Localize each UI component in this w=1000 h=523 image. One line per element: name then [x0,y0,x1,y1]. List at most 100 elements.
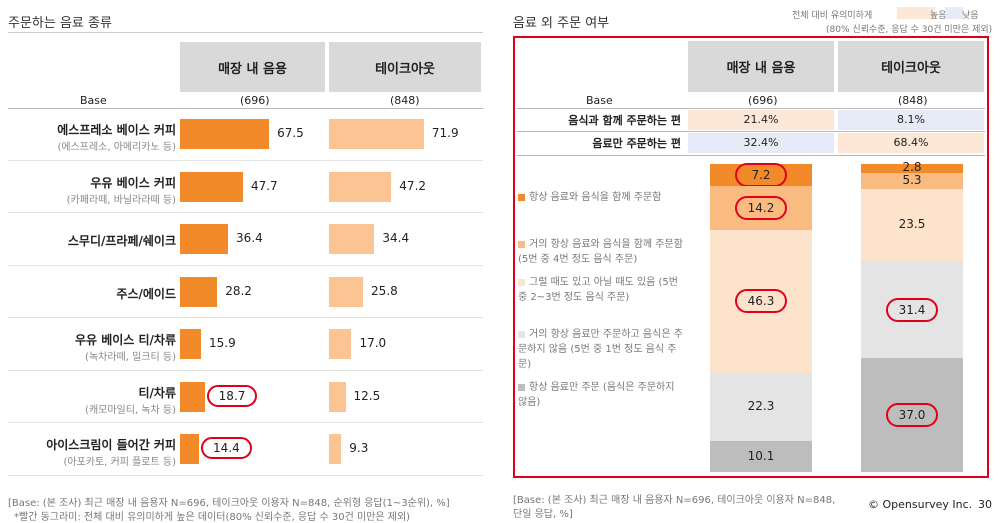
row-divider [8,369,483,371]
stack-value-label: 7.2 [735,163,787,188]
left-base-label: Base [80,94,107,107]
summary-drink-instore: 32.4% [688,133,834,153]
value-label-takeout: 34.4 [382,231,410,246]
row-divider [8,422,483,423]
bar-instore [180,224,229,255]
right-note-base: [Base: (본 조사) 최근 매장 내 음용자 N=696, 테이크아웃 이… [513,495,836,520]
row-divider [8,264,483,266]
left-bar-chart: 에스프레소 베이스 커피 (에스프레소, 아메리카노 등) 67.5 71.9 우유 베… [0,108,490,478]
category-sublabel: (녹차라떼, 밀크티 등) [85,352,176,363]
right-base-instore: (696) [748,94,778,107]
category-sublabel: (에스프레소, 아메리카노 등) [57,142,176,153]
legend-high-label: 높음 [930,11,947,21]
category-row: 우유 베이스 커피 (카페라떼, 바닐라라떼 등) 47.7 47.2 [0,161,490,213]
category-label: 우유 베이스 커피 [90,175,176,190]
bar-takeout [329,224,375,255]
summary-label-food: 음식과 함께 주문하는 편 [568,114,681,127]
row-divider [8,474,483,476]
summary-divider-1 [517,131,985,132]
category-label: 티/차류 [138,385,176,400]
stack-segment [861,172,963,189]
bar-takeout [329,119,424,150]
bar-takeout [329,329,352,360]
value-label-takeout: 17.0 [359,336,387,351]
left-base-divider [8,108,483,109]
stack-segment [861,188,963,262]
right-col-header-instore: 매장 내 음용 [688,41,834,92]
value-label-instore: 15.9 [208,336,236,351]
legend-swatch-sometimes [518,278,525,286]
left-section-title: 주문하는 음료 종류 [8,16,112,31]
left-title-divider [8,32,483,33]
stack-value-label: 37.0 [886,403,938,428]
right-base-takeout: (848) [898,94,928,107]
left-base-instore: (696) [240,94,270,107]
bar-instore [180,381,205,412]
legend-low-label: 낮음 [962,11,979,21]
right-stacked-chart: 7.2 14.2 46.3 22.3 10.1 2.8 5.3 23.5 31.4 37.0 [700,160,980,474]
category-row: 아이스크림이 들어간 커피 (아포카토, 커피 플로트 등) 14.4 9.3 [0,423,490,476]
bar-instore [180,276,218,307]
legend-high-swatch [897,7,935,19]
left-note-circle: *빨간 동그라미: 전체 대비 유의미하게 높은 데이터(80% 신뢰수준, 응… [14,512,411,523]
row-divider [8,212,483,213]
legend-swatch-mostly-food [518,240,525,248]
stack-value-label: 14.2 [735,196,787,221]
summary-label-drink: 음료만 주문하는 편 [592,137,681,150]
legend-swatch-always-drink [518,383,525,391]
category-label: 에스프레소 베이스 커피 [57,123,176,137]
right-base-label: Base [586,94,613,107]
bar-takeout [329,276,364,307]
summary-food-takeout: 8.1% [838,110,984,130]
category-sublabel: (카페라떼, 바닐라라떼 등) [66,194,176,206]
bar-instore [180,171,243,202]
left-col-header-takeout: 테이크아웃 [329,42,481,92]
bar-instore [180,329,201,360]
stack-legend-item: 항상 음료만 주문 (음식은 주문하지 않음) [518,382,675,408]
category-row: 에스프레소 베이스 커피 (에스프레소, 아메리카노 등) 67.5 71.9 [0,108,490,161]
category-label: 주스/에이드 [116,286,176,301]
left-note-base: [Base: (본 조사) 최근 매장 내 음용자 N=696, 테이크아웃 이… [8,498,450,509]
stack-value-label: 23.5 [898,217,926,232]
stack-legend-item: 항상 음료와 음식을 함께 주문함 [518,190,683,205]
stack-segment [861,358,963,472]
highlight-frame [513,36,989,478]
category-row: 티/차류 (캐모마일티, 녹차 등) 18.7 12.5 [0,371,490,423]
right-base-divider [517,108,985,109]
legend-caption: 전체 대비 유의미하게 [792,11,873,21]
summary-drink-takeout: 68.4% [838,133,984,153]
legend-swatch-always-food [518,193,525,201]
legend-low-swatch [945,7,963,19]
legend-swatch-mostly-drink [518,330,525,338]
stack-value-label: 10.1 [747,448,775,463]
stack-segment [710,229,812,373]
summary-row-food: 음식과 함께 주문하는 편 21.4% 8.1% [517,110,985,130]
stack-legend-item: 거의 항상 음료와 음식을 함께 주문함 (5번 중 4번 정도 음식 주문) [518,239,683,265]
stack-legend-item: 그럴 때도 있고 아닐 때도 있음 (5번 중 2~3번 정도 음식 주문) [518,277,678,303]
value-label-instore: 28.2 [225,283,252,298]
value-label-instore: 18.7 [206,384,258,407]
value-label-instore: 36.4 [236,231,263,246]
category-sublabel: (캐모마일티, 녹차 등) [85,404,176,416]
row-divider [8,317,483,318]
value-label-takeout: 12.5 [353,388,381,403]
value-label-takeout: 71.9 [431,126,459,141]
stack-segment [710,441,812,473]
stack-value-label: 5.3 [902,172,922,187]
category-row: 주스/에이드 28.2 25.8 [0,266,490,318]
bar-takeout [329,434,342,465]
category-row: 스무디/프라페/쉐이크 36.4 34.4 [0,213,490,266]
bar-instore [180,119,270,150]
value-label-instore: 67.5 [277,126,304,141]
left-base-takeout: (848) [390,94,420,107]
summary-row-drink: 음료만 주문하는 편 32.4% 68.4% [517,133,985,153]
legend-note: (80% 신뢰수준, 응답 수 30건 미만은 제외) [826,25,993,35]
stack-segment [861,261,963,359]
stack-value-label: 22.3 [747,398,775,413]
category-label: 우유 베이스 티/차류 [74,333,176,347]
stack-value-label: 2.8 [902,160,922,175]
value-label-instore: 14.4 [201,437,252,460]
stack-segment [710,186,812,230]
value-label-takeout: 9.3 [349,441,369,456]
value-label-takeout: 47.2 [399,178,427,193]
